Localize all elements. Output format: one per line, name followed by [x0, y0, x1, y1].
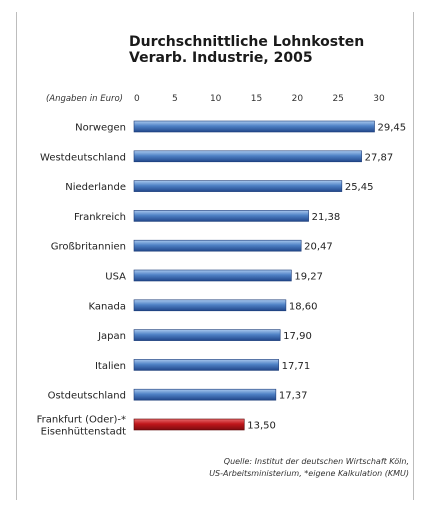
- value-label: 21,38: [312, 212, 341, 223]
- x-tick-label: 20: [292, 94, 304, 104]
- chart-frame: [16, 12, 414, 500]
- value-label: 19,27: [294, 272, 323, 283]
- category-label: Ostdeutschland: [48, 391, 126, 402]
- bar: [133, 269, 292, 282]
- bar: [133, 388, 277, 401]
- value-label: 17,37: [279, 391, 308, 402]
- value-label: 29,45: [378, 123, 407, 134]
- category-label: Frankfurt (Oder)-*: [37, 415, 126, 426]
- bars: [133, 120, 375, 431]
- bar: [133, 180, 343, 192]
- category-label: Eisenhüttenstadt: [41, 427, 126, 438]
- bar: [133, 299, 287, 312]
- category-labels: Norwegen Westdeutschland Niederlande Frankr…: [37, 123, 127, 438]
- category-label: Frankreich: [74, 212, 126, 223]
- x-tick-label: 10: [210, 94, 222, 104]
- value-label: 17,90: [283, 331, 312, 342]
- x-axis-ticks: 0 5 10 15 20 25 30: [134, 94, 385, 104]
- bar: [133, 120, 375, 133]
- category-label: USA: [105, 272, 126, 283]
- value-labels: 29,45 27,87 25,45 21,38 20,47 19,27 18,60 17,90…: [247, 123, 406, 432]
- bar: [133, 418, 245, 431]
- category-label: Kanada: [89, 301, 126, 312]
- x-tick-label: 15: [251, 94, 262, 104]
- x-tick-label: 25: [332, 94, 343, 104]
- chart-title-line-2: Verarb. Industrie, 2005: [129, 50, 313, 66]
- value-label: 20,47: [304, 242, 333, 253]
- value-label: 13,50: [247, 421, 276, 432]
- unit-note: (Angaben in Euro): [46, 94, 123, 104]
- x-tick-label: 5: [172, 94, 178, 104]
- chart-title-line-1: Durchschnittliche Lohnkosten: [129, 34, 364, 50]
- x-tick-label: 30: [373, 94, 385, 104]
- bar: [133, 239, 302, 252]
- value-label: 18,60: [289, 301, 318, 312]
- category-label: Italien: [95, 361, 126, 372]
- category-label: Japan: [97, 331, 126, 342]
- category-label: Großbritannien: [51, 242, 126, 253]
- x-tick-label: 0: [134, 94, 140, 104]
- category-label: Westdeutschland: [40, 152, 126, 163]
- source-line-2: US-Arbeitsministerium, *eigene Kalkulati…: [209, 469, 409, 478]
- bar: [133, 150, 362, 163]
- value-label: 25,45: [345, 182, 374, 193]
- value-label: 17,71: [282, 361, 311, 372]
- bar: [133, 359, 279, 371]
- value-label: 27,87: [365, 152, 394, 163]
- category-label: Norwegen: [75, 123, 126, 134]
- category-label: Niederlande: [65, 182, 126, 193]
- source-line-1: Quelle: Institut der deutschen Wirtschaf…: [224, 457, 409, 466]
- bar: [133, 210, 309, 222]
- bar: [133, 329, 281, 341]
